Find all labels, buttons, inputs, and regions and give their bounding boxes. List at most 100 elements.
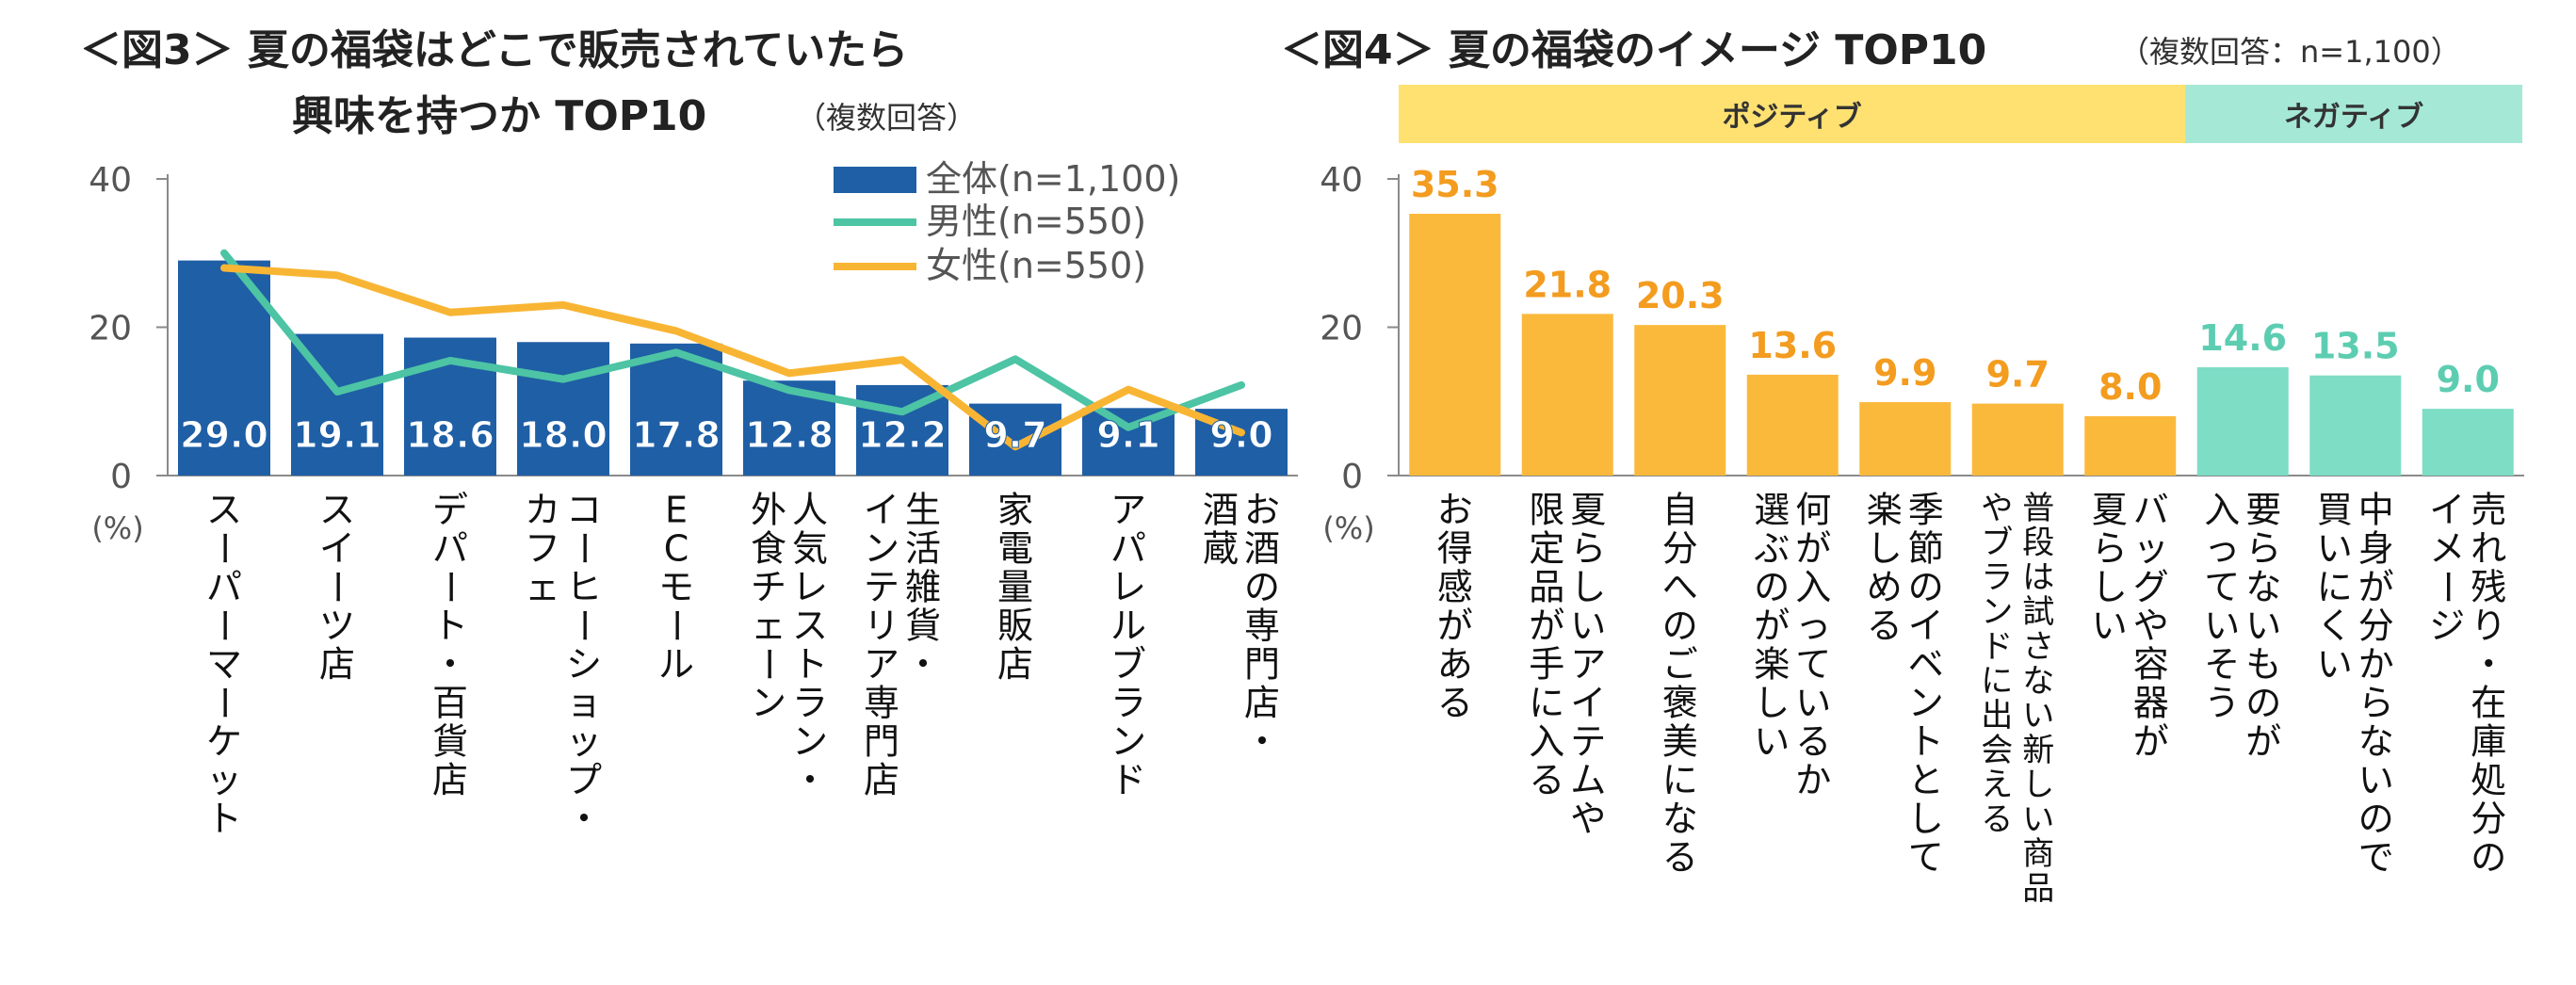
chart4-category-label-char: か bbox=[1795, 760, 1831, 801]
chart3-category-label-char: ン bbox=[792, 721, 828, 763]
chart4-category-label-char: ー bbox=[2426, 569, 2468, 605]
chart4-bar-label: 9.9 bbox=[1873, 352, 1936, 394]
chart3-title-line1: ＜図3＞ 夏の福袋はどこで販売されていたら bbox=[80, 26, 908, 74]
chart3-category-label-char: 量 bbox=[997, 566, 1033, 607]
chart3-category-label-char: 外 bbox=[751, 489, 786, 530]
chart4-category-label-char: し bbox=[2022, 767, 2054, 804]
chart4-category-label-char: 楽 bbox=[1867, 489, 1903, 530]
chart3-category-label-char: ー bbox=[203, 685, 245, 720]
chart3-category-label-char: ン bbox=[864, 527, 899, 569]
chart3-category-label-char: ェ bbox=[751, 605, 786, 646]
chart3-line-male bbox=[220, 249, 1245, 431]
chart4-category-label-char: い bbox=[2245, 605, 2281, 646]
chart4-category-label-char: か bbox=[2358, 643, 2394, 685]
chart4-category-label-char: 選 bbox=[1754, 489, 1790, 530]
chart4-category-label-char: し bbox=[1754, 683, 1790, 724]
chart4-category-label-char: の bbox=[2471, 837, 2506, 879]
chart3-category-label-char: チ bbox=[751, 566, 786, 607]
chart3-category-label-char: 貨 bbox=[905, 605, 941, 646]
chart4-category-label-char: く bbox=[2317, 605, 2353, 646]
chart4-category-label-char: ト bbox=[1908, 721, 1944, 763]
chart3-category-label-char: ツ bbox=[319, 605, 355, 646]
chart4-category-label-char: い bbox=[2022, 697, 2054, 735]
chart3-category-label-char: ン bbox=[751, 683, 786, 724]
chart4-category-label-char: ム bbox=[1570, 760, 1606, 801]
chart3-category-label-char: ス bbox=[792, 605, 828, 646]
chart3-category-label-char: 酒 bbox=[1244, 527, 1280, 569]
chart3-bar-label: 9.7 bbox=[983, 414, 1046, 456]
chart3-category-label-char: 雑 bbox=[905, 566, 941, 607]
chart3-category-label-char: ・ bbox=[905, 643, 941, 685]
chart4-category-label-char: 売 bbox=[2471, 489, 2506, 530]
chart4-bar-label: 9.0 bbox=[2437, 359, 2500, 400]
chart4-category-label-char: 段 bbox=[2022, 525, 2054, 562]
chart4-category-label-char: が bbox=[2133, 721, 2169, 763]
chart4-category-label-char: イ bbox=[1570, 683, 1606, 724]
chart4-category-label-char: い bbox=[2358, 760, 2394, 801]
chart4-group-band bbox=[1399, 85, 2186, 143]
chart3-title-line2: 興味を持つか TOP10 bbox=[292, 92, 706, 140]
chart3-y-unit: (%) bbox=[91, 510, 143, 546]
chart3-category-label-char: ブ bbox=[1110, 643, 1146, 685]
chart4-category-label-char: い bbox=[1795, 683, 1831, 724]
chart4-category-label-char: の bbox=[2245, 683, 2281, 724]
chart3-category-label-char: ド bbox=[1110, 760, 1146, 801]
chart3-y-tick-label: 20 bbox=[89, 310, 132, 348]
chart4-category-label-char: ン bbox=[1908, 683, 1944, 724]
chart3-category-label-char: ス bbox=[206, 489, 242, 530]
chart3-line-female bbox=[220, 264, 1245, 451]
chart3-bar-label: 9.0 bbox=[1209, 414, 1272, 456]
chart4-category-label-char: に bbox=[1981, 663, 2013, 701]
chart4-category-label-char: ら bbox=[2092, 527, 2128, 569]
chart4-category-label-char: ら bbox=[2358, 683, 2394, 724]
chart4-category-label-char: ぶ bbox=[1754, 527, 1790, 569]
chart4-category-label-char: ベ bbox=[1908, 643, 1944, 685]
chart4-group-label: ネガティブ bbox=[2284, 101, 2423, 134]
chart4-category-label-char: の bbox=[1662, 605, 1698, 646]
chart3-y-tick-label: 40 bbox=[89, 161, 132, 200]
chart4-bar-label: 14.6 bbox=[2198, 317, 2287, 359]
chart4-category-label-char: や bbox=[1981, 490, 2013, 527]
chart4-y-tick-label: 20 bbox=[1320, 310, 1363, 348]
chart4-category-label-char: は bbox=[2022, 558, 2054, 596]
chart4-plot: ポジティブ ネガティブ 0 20 40 (%) 35.3 21.8 20.3 13.6 9.9 9.7… bbox=[1320, 85, 2524, 908]
chart3-category-label-char: の bbox=[1244, 566, 1280, 607]
chart3-category-label-char: E bbox=[665, 489, 688, 530]
chart4-category-label-char: そ bbox=[2204, 643, 2240, 685]
chart4-y-unit: (%) bbox=[1322, 510, 1374, 546]
chart4-category-label-char: が bbox=[1437, 605, 1473, 646]
chart3-category-label-char: ラ bbox=[1110, 683, 1146, 724]
chart3-category-label-char: ー bbox=[748, 646, 789, 682]
chart3-category-label-char: 電 bbox=[997, 527, 1033, 569]
chart3-bar-label: 18.0 bbox=[519, 414, 608, 456]
chart4-category-label-char: 商 bbox=[2022, 835, 2054, 873]
chart3-category-label-char: ト bbox=[792, 643, 828, 685]
chart4-category-label-char: 品 bbox=[2022, 870, 2054, 908]
chart4-category-label-char: が bbox=[2245, 721, 2281, 763]
chart4-category-label-char: 手 bbox=[1529, 643, 1564, 685]
chart3-category-label-char: テ bbox=[864, 566, 899, 607]
chart4-bar-label: 8.0 bbox=[2098, 366, 2162, 408]
chart3-bar bbox=[517, 342, 609, 476]
chart4-category-label-char: テ bbox=[1570, 721, 1606, 763]
chart4-category-label-char: も bbox=[2245, 643, 2281, 685]
chart3-category-label-char: イ bbox=[319, 527, 355, 569]
chart4-category-label-char: い bbox=[2022, 800, 2054, 838]
chart4-category-label-char: 季 bbox=[1908, 489, 1944, 530]
chart4-category-label-char: 入 bbox=[1529, 721, 1564, 763]
chart4-category-label-char: る bbox=[1662, 837, 1698, 879]
